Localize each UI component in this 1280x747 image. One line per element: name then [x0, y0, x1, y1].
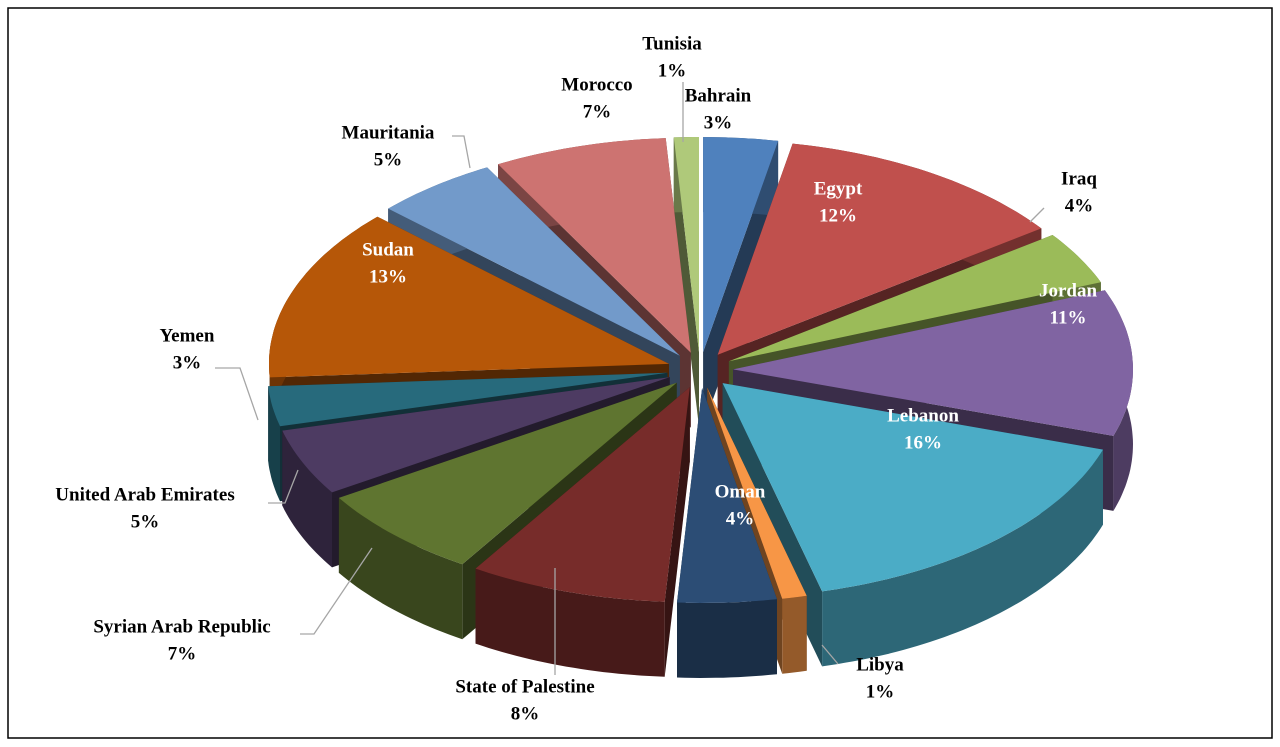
slice-value-label: 8%	[511, 703, 540, 724]
slice-value-label: 5%	[131, 511, 160, 532]
slice-value-label: 4%	[726, 508, 755, 529]
leader-line	[300, 547, 373, 635]
slice-label: Lebanon	[887, 405, 959, 426]
slice-value-label: 5%	[374, 149, 403, 170]
slice-label: Mauritania	[342, 122, 435, 143]
slice	[388, 167, 680, 356]
slice	[498, 138, 691, 353]
slice-label: Iraq	[1061, 168, 1097, 189]
slice-side	[822, 449, 1103, 667]
slice-side	[782, 595, 807, 674]
slice-label: Oman	[715, 481, 766, 502]
slice	[733, 290, 1133, 436]
leader-line	[821, 644, 839, 665]
slice-label: State of Palestine	[455, 676, 594, 697]
slice-label: Tunisia	[642, 33, 702, 54]
slice-value-label: 3%	[173, 352, 202, 373]
slice	[338, 382, 677, 565]
leader-lines	[215, 82, 1045, 675]
slice	[268, 372, 668, 427]
slice-label: Libya	[856, 654, 904, 675]
leader-line	[268, 469, 299, 504]
slice	[728, 235, 1101, 362]
slice-label: Morocco	[561, 74, 632, 95]
slice-side	[268, 386, 280, 502]
slice-label: Egypt	[814, 178, 863, 199]
slice	[703, 137, 779, 353]
leader-line	[452, 135, 471, 169]
slice	[673, 137, 699, 352]
slice-side	[475, 568, 665, 677]
slice-value-label: 13%	[369, 266, 407, 287]
slice-label: Sudan	[362, 239, 414, 260]
slice	[677, 388, 777, 603]
slice-label: United Arab Emirates	[55, 484, 234, 505]
slice-value-label: 11%	[1050, 307, 1087, 328]
slice-value-label: 7%	[168, 643, 197, 664]
slice-value-label: 3%	[704, 112, 733, 133]
labels: Bahrain 3% Egypt 12% Iraq 4% Jordan 11% Lebanon 1…	[55, 33, 1097, 724]
slice-value-label: 16%	[904, 432, 942, 453]
slice	[282, 377, 670, 493]
slice-value-label: 1%	[866, 681, 895, 702]
slice	[707, 387, 807, 599]
leader-line	[215, 367, 259, 421]
pie	[268, 137, 1133, 678]
slice-value-label: 4%	[1065, 195, 1094, 216]
slice-label: Yemen	[160, 325, 215, 346]
slice	[717, 143, 1042, 355]
slice-value-label: 7%	[583, 101, 612, 122]
slice-value-label: 1%	[658, 60, 687, 81]
slice-label: Bahrain	[685, 85, 752, 106]
slice-label: Jordan	[1039, 280, 1098, 301]
slice-side	[282, 430, 332, 568]
slice-side	[338, 497, 463, 640]
slice-side	[677, 599, 777, 678]
slice	[475, 387, 690, 602]
slice	[722, 383, 1103, 592]
slice-value-label: 12%	[819, 205, 857, 226]
slice	[269, 216, 669, 378]
slice-label: Syrian Arab Republic	[93, 616, 270, 637]
leader-line	[1029, 207, 1045, 223]
